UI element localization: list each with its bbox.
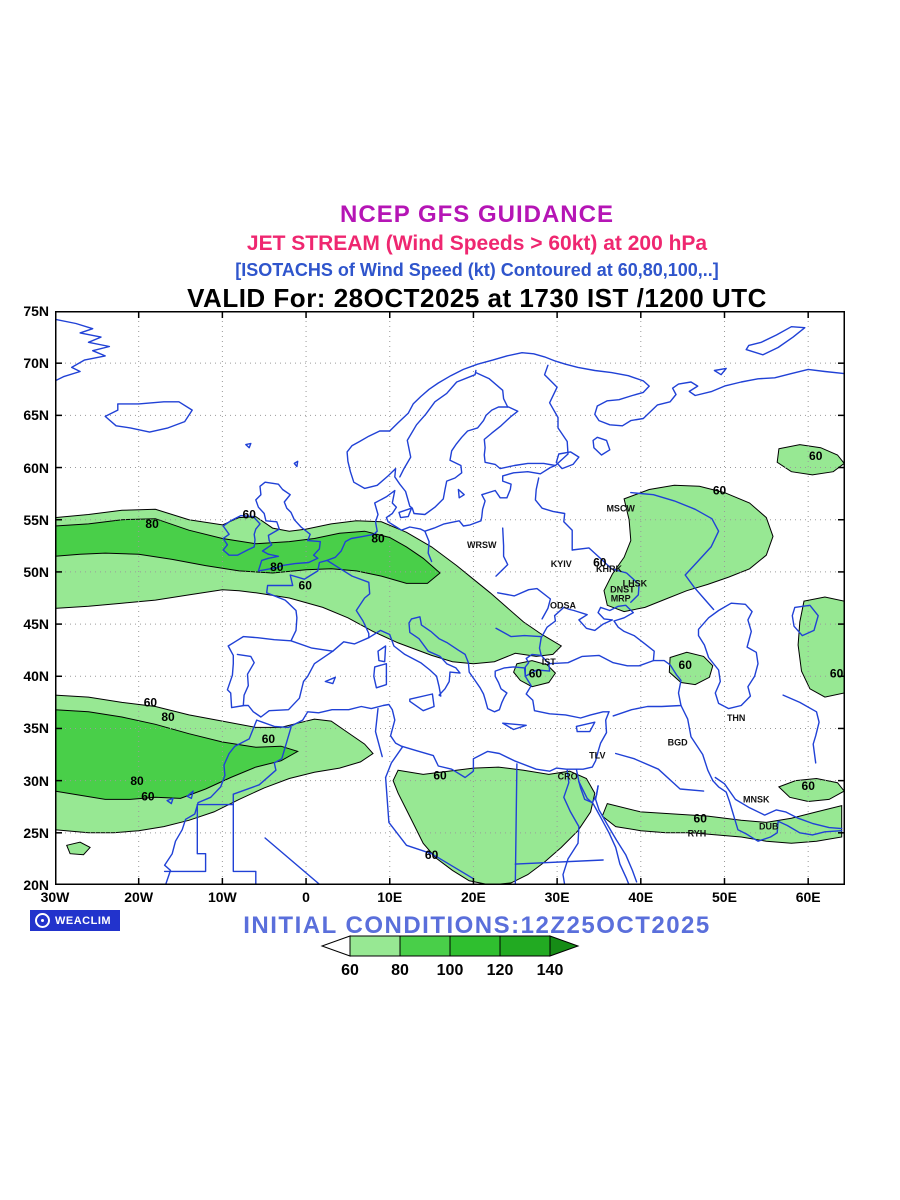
model-title: NCEP GFS GUIDANCE — [340, 201, 614, 228]
contour-note: [ISOTACHS of Wind Speed (kt) Contoured a… — [235, 260, 719, 280]
contour-label: 60 — [433, 769, 447, 783]
colorbar-segment — [499, 935, 551, 957]
lon-axis-label: 0 — [302, 889, 310, 905]
contour-label: 80 — [161, 710, 175, 724]
contour-label: 60 — [243, 508, 257, 522]
city-label: TLV — [589, 751, 605, 761]
product-title: JET STREAM (Wind Speeds > 60kt) at 200 h… — [246, 232, 708, 255]
lon-axis-label: 40E — [628, 889, 654, 905]
lat-axis-label: 65N — [23, 407, 49, 424]
contour-label: 60 — [694, 811, 708, 825]
colorbar-tick-label: 120 — [487, 962, 514, 979]
weaclim-logo: WEACLIM — [30, 910, 121, 931]
lat-axis-label: 60N — [23, 459, 49, 476]
city-label: RYH — [688, 829, 707, 839]
contour-label: 60 — [262, 732, 276, 746]
lat-axis-label: 25N — [23, 824, 49, 841]
lat-axis-label: 70N — [23, 355, 49, 372]
contour-label: 60 — [141, 790, 155, 804]
initial-conditions-text: INITIAL CONDITIONS:12Z25OCT2025 — [243, 912, 711, 939]
contour-label: 60 — [299, 579, 313, 593]
city-label: DNST — [610, 584, 635, 594]
city-label: LHSK — [623, 579, 648, 589]
colorbar-segment — [449, 935, 501, 957]
city-label: ODSA — [550, 600, 577, 610]
lat-axis-label: 50N — [23, 563, 49, 580]
lat-axis-label: 30N — [23, 772, 49, 789]
map-canvas: 8060808060606060606060608060806060606060… — [55, 311, 845, 885]
colorbar-legend: 60 80 100 120 140 — [320, 935, 580, 979]
colorbar-segment — [349, 935, 401, 957]
city-label: DUB — [759, 822, 779, 832]
city-label: MSCW — [606, 503, 635, 513]
weaclim-logo-icon — [35, 913, 50, 928]
lon-axis-label: 10W — [207, 889, 237, 905]
colorbar-right-arrow — [549, 935, 580, 957]
city-label: KYIV — [551, 559, 572, 569]
weaclim-logo-text: WEACLIM — [55, 914, 112, 927]
city-label: MNSK — [743, 795, 770, 805]
lat-axis-label: 45N — [23, 616, 49, 633]
colorbar-segment — [399, 935, 451, 957]
city-label: WRSW — [467, 540, 497, 550]
contour-label: 60 — [713, 484, 727, 498]
lat-axis-label: 40N — [23, 668, 49, 685]
city-label: BGD — [668, 738, 689, 748]
city-label: THN — [727, 713, 746, 723]
city-label: CRO — [558, 772, 578, 782]
colorbar-left-arrow — [320, 935, 351, 957]
lat-axis-label: 75N — [23, 303, 49, 319]
lat-axis-label: 35N — [23, 720, 49, 737]
lon-axis-label: 10E — [377, 889, 403, 905]
lon-axis-label: 20W — [124, 889, 154, 905]
contour-label: 80 — [130, 774, 144, 788]
lon-axis-label: 60E — [795, 889, 821, 905]
map-area: 80 60 80 80 60 60 60 60 60 60 60 60 80 60 80 60 60 60 60 60… — [55, 311, 845, 885]
colorbar-tick-label: 80 — [391, 962, 409, 979]
contour-label: 60 — [425, 848, 439, 862]
contour-label: 60 — [809, 449, 823, 463]
lon-axis-label: 20E — [460, 889, 486, 905]
city-label: IST — [542, 657, 557, 667]
colorbar-tick-label: 60 — [341, 962, 359, 979]
lat-axis-label: 55N — [23, 511, 49, 528]
contour-label: 80 — [371, 532, 385, 546]
contour-label: 60 — [529, 666, 543, 680]
colorbar-tick-label: 100 — [437, 962, 464, 979]
contour-label: 80 — [270, 560, 284, 574]
valid-time-title: VALID For: 28OCT2025 at 1730 IST /1200 U… — [187, 283, 767, 313]
contour-label: 60 — [679, 658, 693, 672]
weaclim-logo-dot — [41, 919, 44, 922]
contour-label: 60 — [593, 556, 607, 570]
city-label: MRP — [611, 594, 631, 604]
lon-axis-label: 30E — [544, 889, 570, 905]
contour-label: 60 — [802, 779, 816, 793]
lon-axis-label: 50E — [712, 889, 737, 905]
colorbar-tick-label: 140 — [537, 962, 564, 979]
contour-label: 80 — [145, 517, 159, 531]
lat-axis-label: 20N — [23, 877, 49, 893]
lon-axis-label: 30W — [40, 889, 70, 905]
contour-label: 60 — [144, 696, 158, 710]
contour-label: 60 — [830, 666, 844, 680]
city-label: KHRK — [596, 564, 622, 574]
